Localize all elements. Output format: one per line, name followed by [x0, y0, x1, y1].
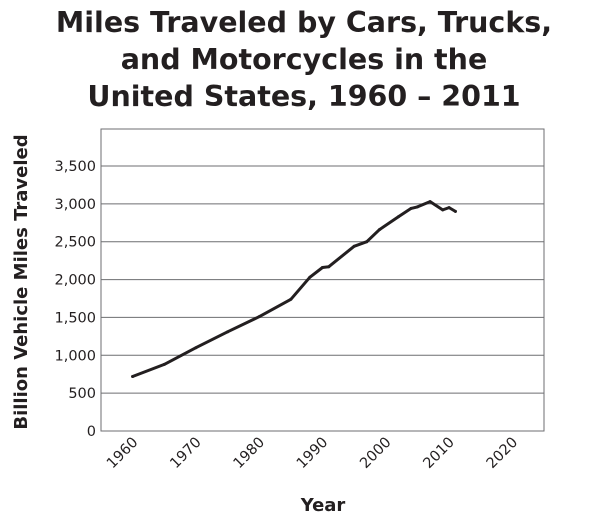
y-tick-label: 2,000	[54, 273, 96, 289]
x-tick-label: 2010	[420, 435, 457, 472]
chart-title-line-3: United States, 1960 – 2011	[87, 80, 521, 113]
data-point	[327, 265, 331, 269]
y-tick-label: 3,000	[54, 197, 96, 213]
y-tick-label: 500	[68, 386, 96, 402]
data-point	[415, 205, 419, 209]
y-axis-label: Billion Vehicle Miles Traveled	[11, 134, 32, 429]
data-point	[447, 206, 451, 210]
x-tick-label: 2000	[357, 435, 394, 472]
data-point	[441, 208, 445, 212]
y-tick-label: 1,500	[54, 310, 96, 326]
y-tick-label: 2,500	[54, 235, 96, 251]
plot-area-frame	[100, 128, 545, 432]
data-point	[308, 275, 312, 279]
data-point	[352, 244, 356, 248]
data-point	[365, 240, 369, 244]
data-point	[321, 265, 324, 269]
series-line	[131, 200, 457, 378]
data-point	[396, 215, 400, 219]
x-tick-label: 2020	[484, 435, 521, 472]
chart-title: Miles Traveled by Cars, Trucks, and Moto…	[0, 4, 608, 115]
y-tick-label: 0	[87, 424, 96, 440]
x-tick-label: 1980	[231, 435, 268, 472]
data-point	[289, 297, 293, 301]
x-axis-label: Year	[300, 495, 346, 516]
y-tick-label: 3,500	[54, 159, 96, 175]
data-point	[428, 200, 432, 204]
data-point	[453, 209, 457, 213]
y-tick-label: 1,000	[54, 348, 96, 364]
x-tick-label: 1990	[294, 435, 331, 472]
data-point	[162, 362, 166, 366]
series-layer	[131, 200, 457, 378]
y-axis-tick-labels: 0 500 1,000 1,500 2,000 2,500 3,000 3,500	[54, 159, 96, 440]
data-point	[409, 206, 413, 210]
x-axis-tick-labels: 1960 1970 1980 1990 2000 2010 2020	[104, 435, 521, 472]
chart-title-line-2: and Motorcycles in the	[120, 43, 488, 76]
data-point	[131, 374, 135, 378]
data-point	[226, 330, 230, 334]
x-tick-label: 1960	[104, 435, 141, 472]
gridlines	[101, 165, 544, 394]
x-tick-label: 1970	[167, 435, 204, 472]
chart-title-line-1: Miles Traveled by Cars, Trucks,	[55, 6, 553, 39]
data-point	[377, 228, 381, 232]
data-point	[194, 346, 198, 350]
data-point	[257, 315, 261, 319]
